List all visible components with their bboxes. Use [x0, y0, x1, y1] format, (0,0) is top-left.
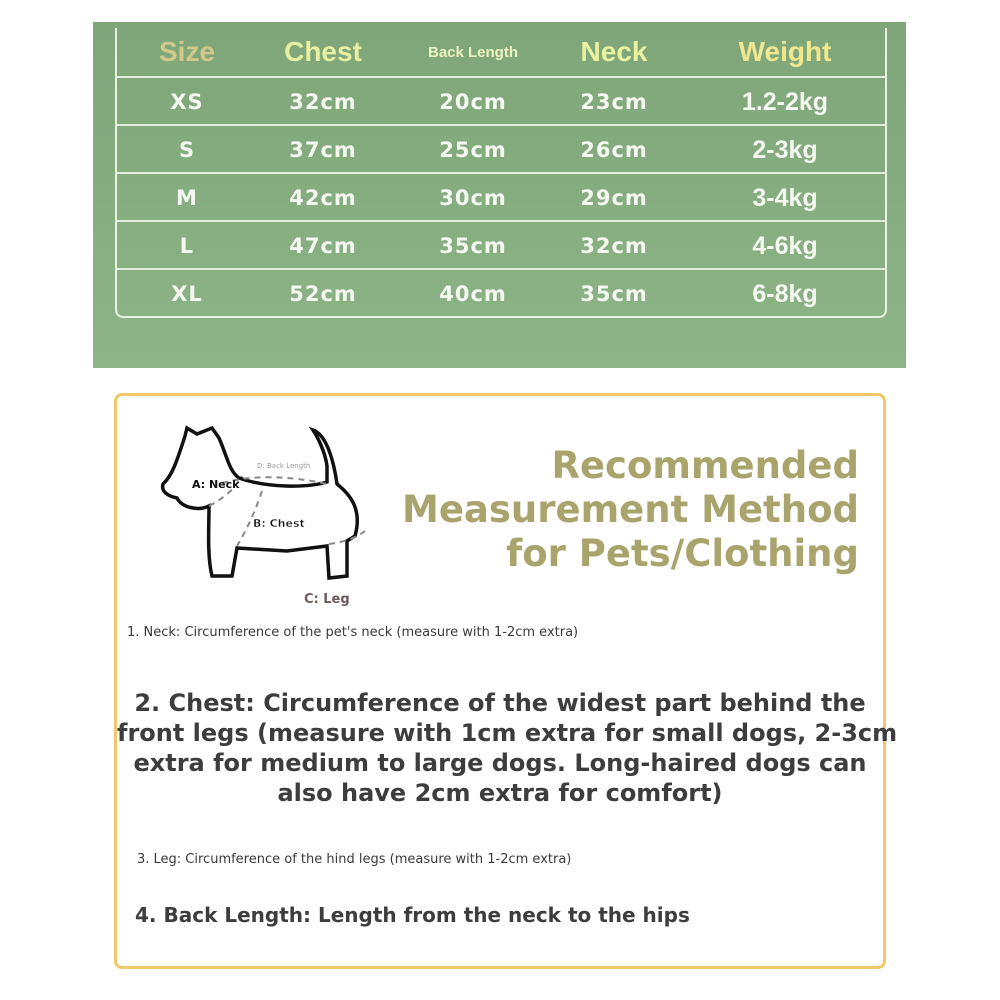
- header-chest: Chest: [284, 36, 362, 67]
- title-line: Recommended: [551, 444, 859, 487]
- size-table-panel: Size Chest Back Length Neck Weight XS 32c…: [93, 22, 906, 368]
- step-chest-line: also have 2cm extra for comfort): [277, 779, 723, 807]
- title-line: Measurement Method: [402, 488, 859, 531]
- step-chest-line: front legs (measure with 1cm extra for s…: [117, 719, 898, 747]
- table-cell: 32cm: [580, 234, 648, 258]
- table-row: S 37cm 25cm 26cm 2-3kg: [117, 124, 885, 174]
- table-cell: 52cm: [289, 282, 357, 306]
- dog-outline: [160, 425, 359, 580]
- table-cell: 20cm: [439, 90, 507, 114]
- table-cell: 6-8kg: [752, 279, 818, 308]
- table-cell: L: [179, 234, 195, 258]
- step-back-length: 4. Back Length: Length from the neck to …: [135, 903, 690, 927]
- dog-diagram: D: Back Length A: Neck B: Chest C: Leg: [160, 425, 366, 607]
- chest-label: B: Chest: [253, 517, 305, 530]
- step-chest: 2. Chest: Circumference of the widest pa…: [117, 688, 898, 808]
- table-cell: 26cm: [580, 138, 648, 162]
- table-cell: 1.2-2kg: [741, 87, 829, 116]
- header-weight: Weight: [738, 36, 832, 67]
- table-row: M 42cm 30cm 29cm 3-4kg: [117, 172, 885, 222]
- header-back-length: Back Length: [427, 43, 519, 61]
- back-length-label: D: Back Length: [257, 462, 310, 470]
- table-cell: 23cm: [580, 90, 648, 114]
- table-cell: 3-4kg: [752, 183, 818, 212]
- table-row: XL 52cm 40cm 35cm 6-8kg: [117, 268, 885, 318]
- step-neck: 1. Neck: Circumference of the pet's neck…: [127, 625, 579, 640]
- table-cell: 40cm: [439, 282, 507, 306]
- step-chest-line: extra for medium to large dogs. Long-hai…: [133, 749, 867, 777]
- table-cell: 29cm: [580, 186, 648, 210]
- table-row: XS 32cm 20cm 23cm 1.2-2kg: [117, 76, 885, 126]
- table-cell: 32cm: [289, 90, 357, 114]
- table-cell: 35cm: [580, 282, 648, 306]
- header-size: Size: [158, 36, 216, 67]
- table-cell: 42cm: [289, 186, 357, 210]
- table-cell: 30cm: [439, 186, 507, 210]
- table-cell: 47cm: [289, 234, 357, 258]
- table-cell: XS: [170, 90, 204, 114]
- table-cell: 37cm: [289, 138, 357, 162]
- table-cell: 2-3kg: [752, 135, 818, 164]
- table-cell: XL: [171, 282, 203, 306]
- table-cell: 25cm: [439, 138, 507, 162]
- leg-label: C: Leg: [304, 592, 350, 607]
- header-neck: Neck: [580, 36, 648, 67]
- table-cell: M: [176, 186, 198, 210]
- table-cell: 35cm: [439, 234, 507, 258]
- step-leg: 3. Leg: Circumference of the hind legs (…: [137, 852, 572, 867]
- title-line: for Pets/Clothing: [506, 532, 859, 575]
- guide-title: Recommended Measurement Method for Pets/…: [402, 444, 859, 576]
- step-chest-line: 2. Chest: Circumference of the widest pa…: [134, 689, 866, 717]
- size-table: Size Chest Back Length Neck Weight XS 32c…: [115, 28, 887, 318]
- table-cell: S: [178, 138, 196, 162]
- table-row: L 47cm 35cm 32cm 4-6kg: [117, 220, 885, 270]
- table-cell: 4-6kg: [752, 231, 818, 260]
- table-header-row: Size Chest Back Length Neck Weight: [117, 28, 885, 76]
- measurement-guide: D: Back Length A: Neck B: Chest C: Leg R…: [114, 393, 898, 969]
- neck-label: A: Neck: [192, 478, 240, 491]
